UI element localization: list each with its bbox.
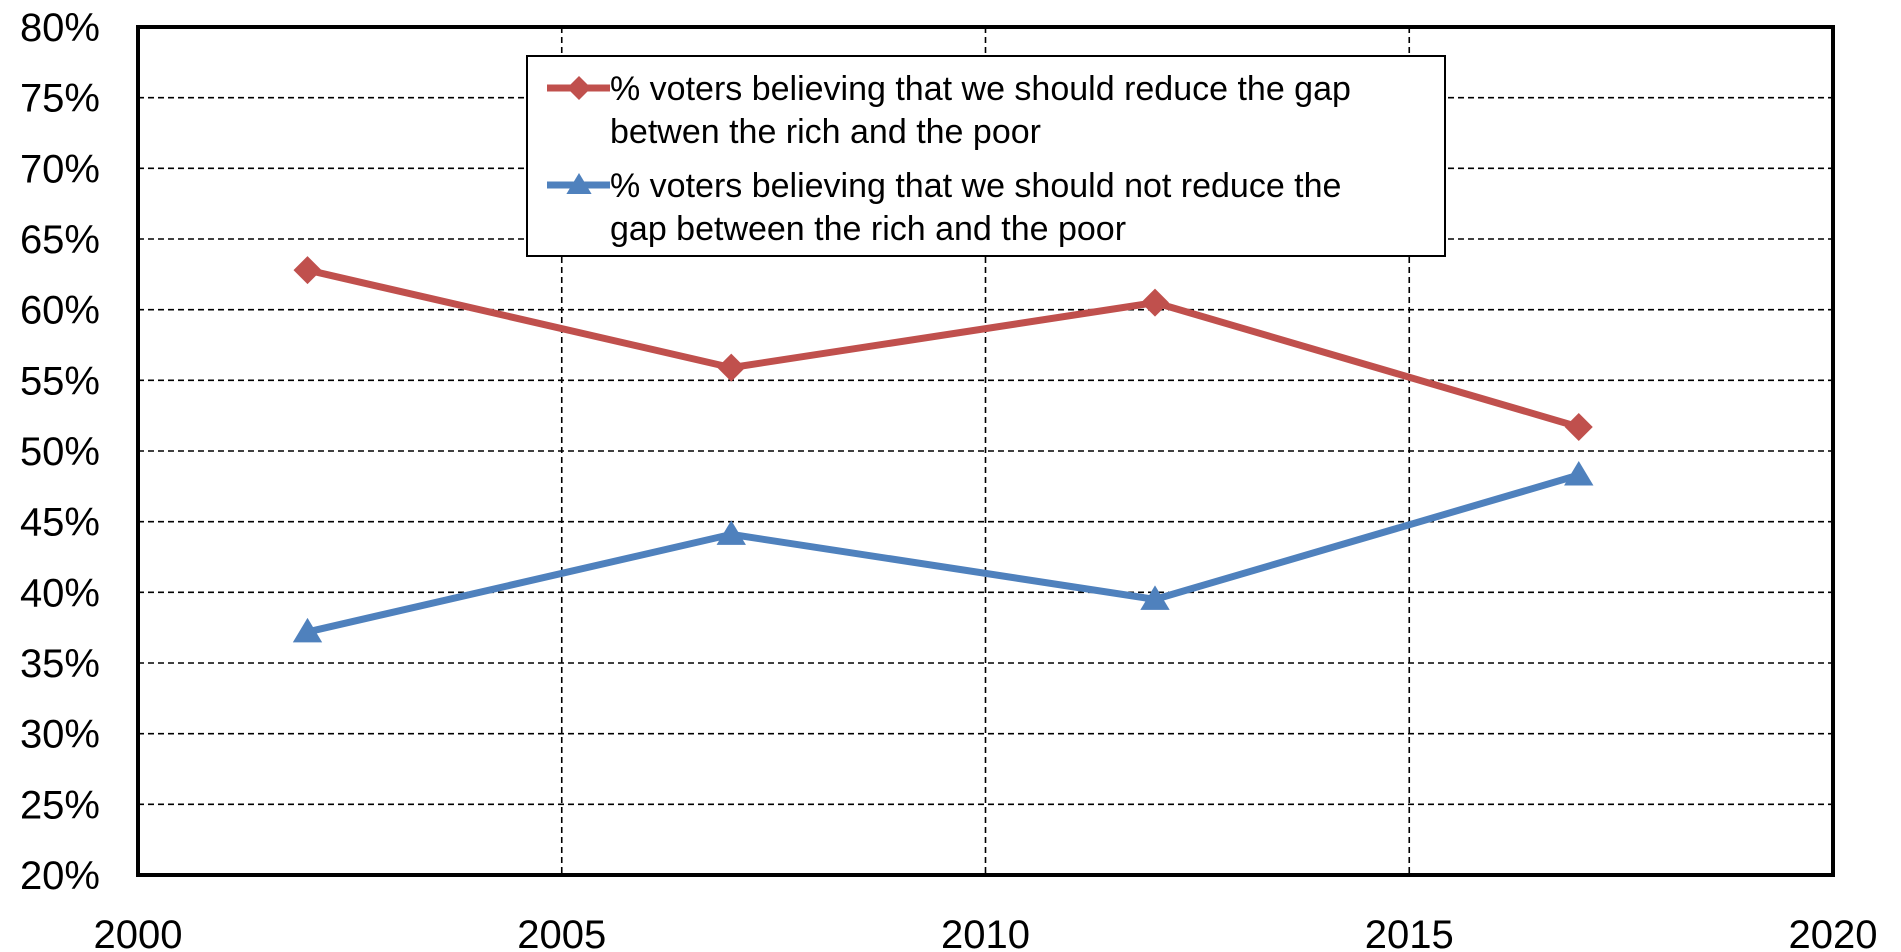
y-tick-label: 50% — [20, 430, 100, 474]
y-axis-ticks: 20% 25% 30% 35% 40% 45% 50% 55% 60% 65% 70% 75% 80% — [20, 6, 100, 898]
data-point-triangle — [716, 520, 746, 545]
legend-label: betwen the rich and the poor — [610, 113, 1041, 151]
data-point-triangle — [1564, 461, 1594, 486]
series-2 — [292, 461, 1594, 643]
data-point-diamond — [293, 256, 322, 285]
series-line — [306, 471, 1580, 636]
y-tick-label: 20% — [20, 854, 100, 898]
x-tick-label: 2000 — [94, 913, 183, 952]
y-tick-label: 60% — [20, 289, 100, 333]
series-1 — [293, 256, 1593, 441]
data-point-diamond — [1141, 288, 1169, 317]
data-point-triangle — [1140, 585, 1170, 610]
series-lines — [292, 256, 1594, 643]
x-tick-label: 2010 — [941, 913, 1030, 952]
data-point-triangle — [292, 617, 323, 643]
y-tick-label: 35% — [20, 642, 100, 686]
series-line — [306, 266, 1580, 431]
gridlines — [138, 27, 1833, 875]
x-axis-ticks: 2000 2005 2010 2015 2020 — [94, 913, 1878, 952]
data-point-diamond — [717, 353, 746, 382]
y-tick-label: 80% — [20, 6, 100, 50]
legend: % voters believing that we should reduce… — [526, 55, 1446, 257]
y-tick-label: 45% — [20, 501, 100, 545]
data-point-triangle — [566, 173, 592, 194]
legend-label: % voters believing that we should reduce… — [610, 70, 1351, 108]
y-tick-label: 40% — [20, 571, 100, 615]
plot-area-frame — [136, 25, 1835, 877]
y-tick-label: 25% — [20, 783, 100, 827]
data-point-diamond — [567, 76, 591, 100]
y-tick-label: 65% — [20, 218, 100, 262]
y-tick-label: 70% — [20, 147, 100, 191]
legend-entry-1: % voters believing that we should reduce… — [547, 70, 1351, 151]
x-tick-label: 2005 — [517, 913, 606, 952]
data-point-diamond — [1564, 412, 1593, 441]
x-tick-label: 2020 — [1789, 913, 1878, 952]
y-tick-label: 55% — [20, 359, 100, 403]
legend-box — [526, 55, 1446, 257]
x-tick-label: 2015 — [1365, 913, 1454, 952]
legend-label: % voters believing that we should not re… — [610, 167, 1341, 205]
legend-label: gap between the rich and the poor — [610, 210, 1126, 248]
y-tick-label: 30% — [20, 713, 100, 757]
y-tick-label: 75% — [20, 77, 100, 121]
legend-entry-2: % voters believing that we should not re… — [547, 167, 1341, 248]
